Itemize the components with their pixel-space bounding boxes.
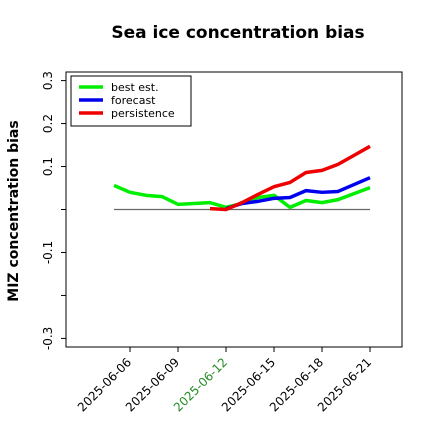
y-tick-label: 0.1: [41, 157, 55, 176]
series-line: [209, 144, 371, 212]
legend-label: persistence: [111, 107, 175, 120]
y-tick-label: 0.3: [41, 71, 55, 90]
y-tick-label: -0.1: [41, 241, 55, 264]
y-tick-label: 0.2: [41, 114, 55, 133]
series-line: [225, 176, 371, 211]
y-axis-label: MIZ concentration bias: [6, 120, 22, 301]
legend-label: forecast: [111, 94, 156, 107]
chart-title: Sea ice concentration bias: [111, 23, 364, 43]
y-tick-label: -0.3: [41, 327, 55, 350]
legend-label: best est.: [111, 81, 159, 94]
legend-box: [70, 75, 192, 127]
